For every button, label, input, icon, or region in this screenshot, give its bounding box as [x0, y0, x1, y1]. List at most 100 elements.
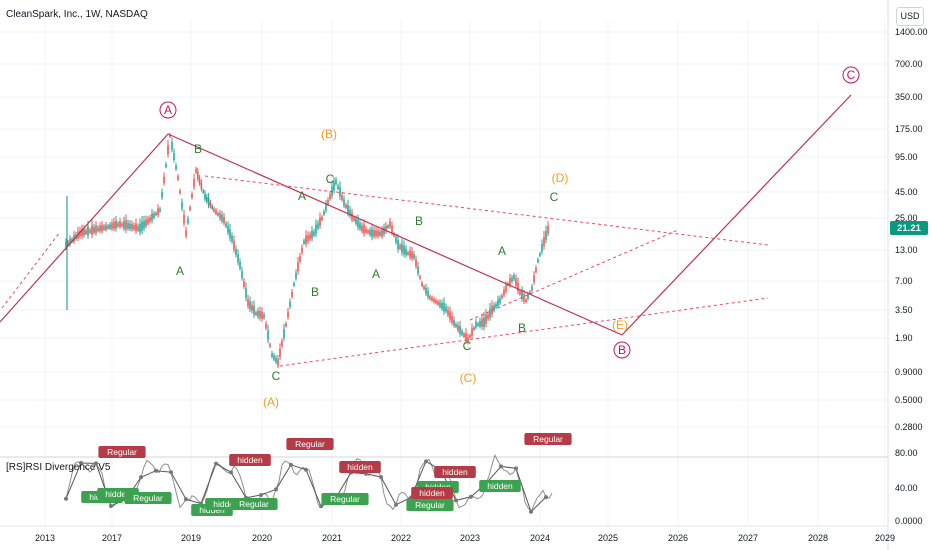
- trendline-left: [0, 133, 169, 323]
- time-tick-label: 2022: [391, 533, 411, 543]
- candle-body: [421, 282, 423, 287]
- candle-body: [206, 196, 208, 202]
- candle-body: [435, 300, 437, 304]
- candle-body: [469, 335, 471, 338]
- candle-body: [89, 229, 91, 233]
- candle-body: [183, 214, 185, 224]
- candle-body: [395, 237, 397, 243]
- candle-body: [475, 321, 477, 328]
- candle-body: [179, 190, 181, 194]
- candle-body: [333, 182, 335, 191]
- time-tick-label: 2017: [102, 533, 122, 543]
- candle-body: [397, 239, 399, 250]
- candle-body: [349, 209, 351, 216]
- candle-body: [235, 249, 237, 256]
- candle-body: [453, 319, 455, 326]
- candle-body: [429, 296, 431, 300]
- candle-body: [399, 245, 401, 249]
- candle-body: [425, 287, 427, 294]
- candle-body: [341, 195, 343, 200]
- candle-body: [449, 311, 451, 320]
- candle-body: [355, 218, 357, 224]
- time-tick-label: 2019: [181, 533, 201, 543]
- candle-body: [97, 227, 99, 232]
- candle-body: [473, 327, 475, 331]
- candle-body: [287, 311, 289, 318]
- candle-body: [293, 283, 295, 286]
- candle-body: [347, 205, 349, 214]
- candle-body: [329, 194, 331, 199]
- candle-body: [433, 298, 435, 303]
- candle-body: [297, 262, 299, 272]
- wave-label: (D): [552, 171, 569, 185]
- price-tick-label: 1.90: [895, 333, 913, 343]
- candle-body: [381, 230, 383, 237]
- candle-body: [415, 259, 417, 267]
- rsi-pivot: [499, 464, 503, 469]
- candle-body: [511, 277, 513, 282]
- candle-body: [99, 225, 101, 232]
- rsi-pivot: [259, 492, 263, 497]
- candle-body: [437, 301, 439, 305]
- time-tick-label: 2023: [460, 533, 480, 543]
- candle-body: [83, 229, 85, 236]
- candle-body: [319, 217, 321, 226]
- candle-body: [503, 289, 505, 296]
- candle-body: [383, 227, 385, 235]
- candle-body: [529, 291, 531, 294]
- time-tick-label: 2028: [808, 533, 828, 543]
- candle-body: [545, 231, 547, 240]
- candle-body: [519, 291, 521, 295]
- candle-body: [459, 325, 461, 334]
- candle-body: [137, 226, 139, 231]
- candle-body: [393, 233, 395, 237]
- time-tick-label: 2026: [668, 533, 688, 543]
- candle-body: [337, 185, 339, 189]
- candle-body: [257, 311, 259, 317]
- candle-body: [543, 236, 545, 246]
- candle-body: [487, 314, 489, 320]
- wave-label: C: [550, 190, 559, 204]
- candle-body: [489, 308, 491, 318]
- wave-labels: A B A C (A) A B C (B) A B C (C) A B C (D) (E) B C: [159, 66, 860, 409]
- rsi-divergence-tag: [286, 438, 334, 450]
- candle-body: [499, 298, 501, 304]
- candle-body: [285, 323, 287, 327]
- rsi-pivot: [529, 509, 533, 514]
- candle-body: [299, 256, 301, 262]
- candle-body: [509, 278, 511, 286]
- candle-body: [291, 291, 293, 297]
- candle-body: [109, 224, 111, 229]
- rsi-divergence-tag: [98, 446, 146, 458]
- candle-body: [245, 288, 247, 298]
- candle-body: [363, 224, 365, 234]
- rsi-tick-label: 40.00: [895, 483, 918, 493]
- rsi-divergence-tag-label: hidden: [419, 488, 445, 498]
- candle-body: [309, 234, 311, 240]
- candle-body: [357, 219, 359, 228]
- candle-body: [119, 221, 121, 227]
- candle-body: [501, 295, 503, 299]
- rsi-pivot: [169, 470, 173, 475]
- candle-body: [471, 328, 473, 336]
- wave-label: A: [164, 103, 172, 117]
- candle-body: [269, 344, 271, 347]
- candle-body: [265, 323, 267, 329]
- candle-body: [305, 235, 307, 245]
- candle-body: [223, 216, 225, 224]
- wave-label: B: [311, 285, 319, 299]
- currency-selector[interactable]: USD: [896, 7, 924, 26]
- candle-body: [527, 294, 529, 299]
- rsi-divergence-tag: [434, 466, 476, 478]
- candle-body: [445, 306, 447, 312]
- rsi-pivot: [454, 498, 458, 503]
- candle-body: [523, 294, 525, 302]
- rsi-divergence-tag: [479, 480, 521, 492]
- candle-body: [209, 202, 212, 207]
- candle-body: [127, 223, 129, 229]
- price-tick-label: 45.00: [895, 187, 918, 197]
- candle-body: [147, 218, 149, 224]
- rsi-pivot: [394, 502, 398, 507]
- candle-body: [241, 271, 243, 279]
